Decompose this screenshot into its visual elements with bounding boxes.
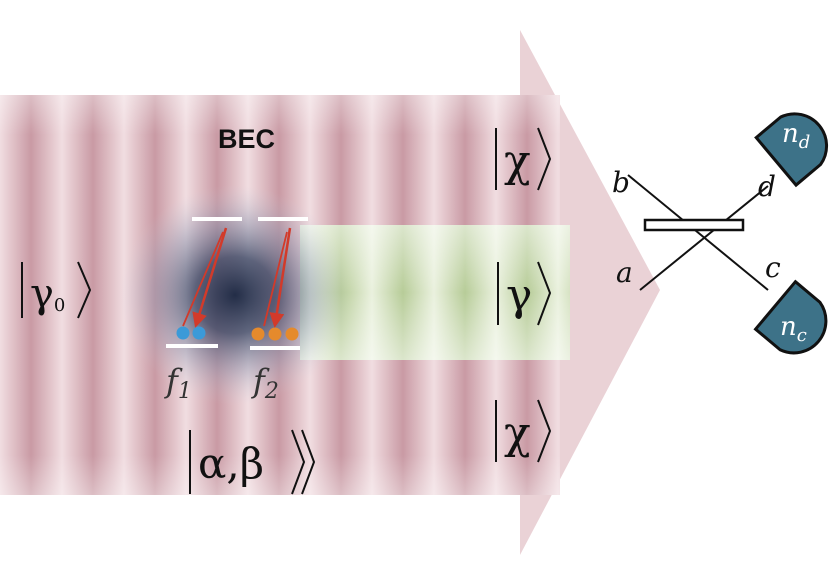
transition-line-1b bbox=[182, 231, 224, 327]
ket-chi-bottom: χ bbox=[495, 399, 552, 463]
transition-arrow-1a bbox=[192, 227, 228, 328]
svg-text:γ: γ bbox=[506, 270, 532, 321]
beam-splitter bbox=[643, 218, 745, 232]
atom-blue-2 bbox=[192, 326, 206, 340]
port-a-label: a bbox=[616, 256, 633, 289]
transition-line-2b bbox=[263, 231, 288, 327]
ket-alpha-beta: α,β bbox=[189, 429, 316, 495]
port-b-label: b bbox=[612, 166, 630, 199]
atom-orange-2 bbox=[268, 327, 282, 341]
ket-chi-top: χ bbox=[495, 127, 552, 191]
beam-line-b-to-c bbox=[627, 174, 769, 291]
svg-text:χ: χ bbox=[504, 136, 531, 187]
atom-orange-1 bbox=[251, 327, 265, 341]
ket-gamma0: γ0 bbox=[21, 261, 92, 319]
detector-c bbox=[753, 279, 828, 355]
atom-orange-3 bbox=[285, 327, 299, 341]
detector-d-label: nd bbox=[782, 119, 810, 153]
beam-line-a-to-d bbox=[639, 185, 769, 291]
transition-arrow-2a bbox=[269, 227, 292, 328]
svg-text:α,β: α,β bbox=[198, 439, 264, 488]
bec-label: BEC bbox=[218, 124, 275, 154]
detector-d bbox=[754, 112, 829, 188]
svg-text:χ: χ bbox=[504, 408, 531, 459]
port-c-label: c bbox=[765, 251, 781, 284]
port-d-label: d bbox=[758, 170, 776, 203]
ket-gamma: γ bbox=[497, 261, 552, 326]
svg-text:γ0: γ0 bbox=[30, 271, 65, 317]
atom-blue-1 bbox=[176, 326, 190, 340]
detector-c-label: nc bbox=[780, 312, 807, 346]
